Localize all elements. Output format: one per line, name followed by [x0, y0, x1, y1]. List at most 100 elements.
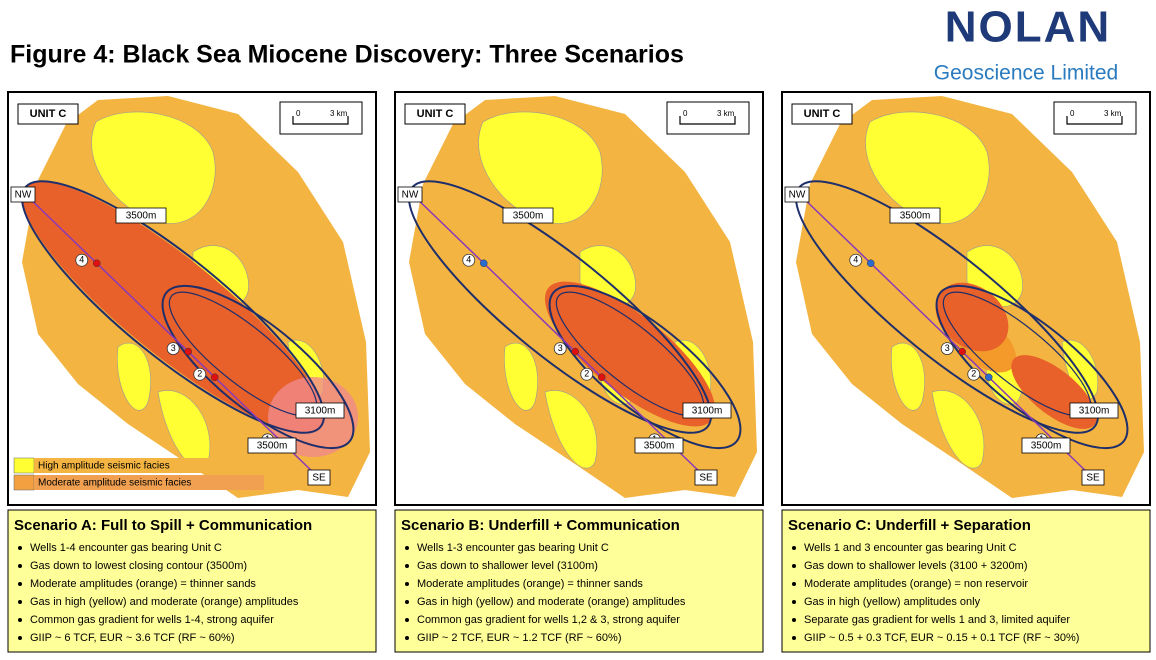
- panel: 4321NWSE3500m3100m3500mUNIT C03 km: [394, 91, 764, 506]
- scenario-bullet: Common gas gradient for wells 1-4, stron…: [30, 614, 274, 626]
- high-amplitude-facies: [117, 342, 151, 411]
- contour-label: 3100m: [1079, 406, 1110, 417]
- scenario-bg: [781, 509, 1151, 653]
- well-label-ring: [462, 253, 476, 267]
- legend-label: Moderate amplitude seismic facies: [38, 478, 191, 489]
- contour-label-box: [115, 207, 167, 224]
- unit-label: UNIT C: [417, 108, 454, 120]
- scenario-box: Scenario B: Underfill + Communication Wel…: [394, 509, 764, 653]
- nw-label-box: [10, 186, 36, 203]
- bullet: [792, 564, 796, 568]
- se-label: SE: [312, 473, 326, 484]
- scale-end: 3 km: [717, 109, 735, 118]
- contour-label: 3100m: [305, 406, 336, 417]
- bullet: [18, 564, 22, 568]
- contour-label: 3500m: [900, 211, 931, 222]
- contour-label: 3500m: [513, 211, 544, 222]
- high-amplitude-facies: [91, 111, 216, 224]
- unit-box: [791, 103, 853, 125]
- scale-bar: [1066, 116, 1123, 125]
- contour-label-box: [502, 207, 554, 224]
- scale-start: 0: [683, 109, 688, 118]
- bullet: [792, 618, 796, 622]
- high-amplitude-facies: [891, 342, 925, 411]
- contour-label-box: [295, 402, 345, 419]
- bullet: [405, 618, 409, 622]
- well: [93, 259, 101, 267]
- nw-label: NW: [402, 190, 419, 201]
- nw-label: NW: [789, 190, 806, 201]
- bullet: [18, 582, 22, 586]
- scenario-bullet: Separate gas gradient for wells 1 and 3,…: [804, 614, 1070, 626]
- high-amplitude-facies: [865, 111, 990, 224]
- nw-label-box: [397, 186, 423, 203]
- scale-box: [666, 101, 750, 135]
- bullet: [792, 546, 796, 550]
- well: [867, 259, 875, 267]
- logo-subtitle: Geoscience Limited: [934, 62, 1118, 85]
- scenario-box: Scenario C: Underfill + Separation Wells …: [781, 509, 1151, 653]
- unit-box: [404, 103, 466, 125]
- bullet: [405, 600, 409, 604]
- well: [480, 259, 488, 267]
- well-label: 3: [945, 343, 950, 353]
- scenario-bg: [7, 509, 377, 653]
- bullet: [405, 636, 409, 640]
- unit-label: UNIT C: [804, 108, 841, 120]
- contour-label: 3500m: [126, 211, 157, 222]
- well-label-ring: [940, 342, 954, 356]
- scale-box: [1053, 101, 1137, 135]
- well-label-ring: [166, 342, 180, 356]
- bullet: [405, 546, 409, 550]
- legend-bg: [34, 475, 264, 490]
- contour-label: 3500m: [257, 441, 288, 452]
- nw-label-box: [784, 186, 810, 203]
- se-label: SE: [699, 473, 713, 484]
- section-line: [796, 191, 1093, 478]
- high-amplitude-facies: [478, 111, 603, 224]
- scale-bar: [679, 116, 736, 125]
- bullet: [18, 618, 22, 622]
- panel: 4321NWSE3500m3100m3500mUNIT C03 km: [781, 91, 1151, 506]
- legend-swatch: [13, 474, 35, 491]
- scale-end: 3 km: [1104, 109, 1122, 118]
- well-label: 2: [971, 369, 976, 379]
- well: [571, 347, 579, 356]
- high-amplitude-facies: [931, 390, 985, 469]
- well-label-ring: [553, 342, 567, 356]
- scenario-bullet: GIIP ~ 6 TCF, EUR ~ 3.6 TCF (RF ~ 60%): [30, 632, 234, 644]
- well-label: 2: [197, 369, 202, 379]
- se-label-box: [694, 469, 718, 486]
- scenario-box: Scenario A: Full to Spill + Communicatio…: [7, 509, 377, 653]
- scenario-title: Scenario B: Underfill + Communication: [401, 517, 680, 534]
- bullet: [405, 582, 409, 586]
- scenario-bullet: Gas in high (yellow) amplitudes only: [804, 596, 981, 608]
- contour-label-box: [682, 402, 732, 419]
- well: [598, 373, 606, 381]
- well-label: 2: [584, 369, 589, 379]
- well-label: 4: [853, 255, 858, 265]
- scale-start: 0: [296, 109, 301, 118]
- scenario-bullet: Wells 1-3 encounter gas bearing Unit C: [417, 542, 609, 554]
- contour-line: [935, 284, 1129, 450]
- bullet: [18, 546, 22, 550]
- unit-box: [17, 103, 79, 125]
- bullet: [18, 600, 22, 604]
- contour-line: [161, 284, 355, 450]
- scale-box: [279, 101, 363, 135]
- scenario-bullet: GIIP ~ 0.5 + 0.3 TCF, EUR ~ 0.15 + 0.1 T…: [804, 632, 1079, 644]
- contour-line: [548, 284, 742, 450]
- contour-label-box: [1021, 437, 1071, 454]
- scenario-bg: [394, 509, 764, 653]
- scenario-bullet: Moderate amplitudes (orange) = non reser…: [804, 578, 1028, 590]
- legend-label: High amplitude seismic facies: [38, 461, 170, 472]
- well-label-ring: [580, 367, 594, 381]
- contour-label-box: [1069, 402, 1119, 419]
- scenario-bullet: Gas down to shallower level (3100m): [417, 560, 598, 572]
- well-label: 3: [558, 343, 563, 353]
- scenario-bullet: Wells 1-4 encounter gas bearing Unit C: [30, 542, 222, 554]
- scenario-title: Scenario A: Full to Spill + Communicatio…: [14, 517, 312, 534]
- well: [211, 373, 219, 381]
